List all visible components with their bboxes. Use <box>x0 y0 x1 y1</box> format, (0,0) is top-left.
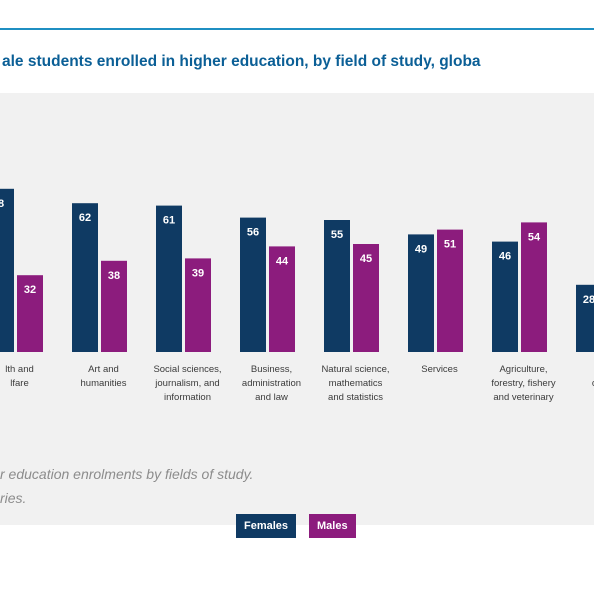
bar-females-2 <box>156 205 182 352</box>
bar-females-0 <box>0 188 14 352</box>
bar-females-1 <box>72 203 98 352</box>
value-label-males-3: 44 <box>276 255 289 267</box>
value-label-females-7: 28 <box>583 294 594 306</box>
chart-panel: 8 32 62 38 61 39 56 44 55 45 49 51 46 54 28 lth and lfa… <box>0 93 594 538</box>
category-label-3: Business, administration and law <box>241 364 302 403</box>
value-label-females-3: 56 <box>247 227 259 239</box>
source-note-line-2: ries. <box>0 490 27 506</box>
value-label-males-4: 45 <box>360 253 372 265</box>
bar-females-3 <box>240 217 266 352</box>
bar-females-5 <box>408 234 434 352</box>
category-label-0: lth and lfare <box>5 364 34 389</box>
category-label-5: Services <box>421 364 458 375</box>
value-label-males-1: 38 <box>108 270 120 282</box>
value-label-females-1: 62 <box>79 212 91 224</box>
bar-males-1 <box>101 260 127 352</box>
source-note-line-1: r education enrolments by fields of stud… <box>0 466 254 482</box>
legend-females-label: Females <box>244 520 289 532</box>
category-label-7: Informcommutechn <box>562 363 594 405</box>
category-label-2: Social sciences, journalism, and informati… <box>153 364 222 403</box>
value-label-males-6: 54 <box>528 231 541 243</box>
chart-title: ale students enrolled in higher educatio… <box>2 53 481 70</box>
bar-females-7 <box>576 284 594 352</box>
category-label-1: Art and humanities <box>80 364 127 389</box>
value-label-males-0: 32 <box>24 284 36 296</box>
bar-females-6 <box>492 241 518 352</box>
bar-males-6 <box>521 222 547 352</box>
top-rule <box>0 28 594 30</box>
legend-females: Females <box>236 514 297 538</box>
value-label-males-2: 39 <box>192 267 204 279</box>
bar-males-3 <box>269 246 295 352</box>
value-label-females-6: 46 <box>499 251 511 263</box>
bar-males-0 <box>17 275 43 352</box>
value-label-females-5: 49 <box>415 243 427 255</box>
value-label-females-2: 61 <box>163 215 175 227</box>
bar-males-4 <box>353 244 379 352</box>
value-label-females-4: 55 <box>331 229 343 241</box>
bar-chart: 8 32 62 38 61 39 56 44 55 45 49 51 46 54 28 <box>0 188 594 352</box>
category-label-4: Natural science, mathematics and statistic… <box>321 364 390 403</box>
category-label-6: Agriculture, forestry, fishery and veterin… <box>491 364 556 403</box>
legend-males: Males <box>309 514 356 538</box>
value-label-males-5: 51 <box>444 239 456 251</box>
value-label-females-0: 8 <box>0 198 4 210</box>
bar-males-5 <box>437 229 463 352</box>
bar-females-4 <box>324 220 350 352</box>
bar-males-2 <box>185 258 211 352</box>
legend-males-label: Males <box>317 520 348 532</box>
